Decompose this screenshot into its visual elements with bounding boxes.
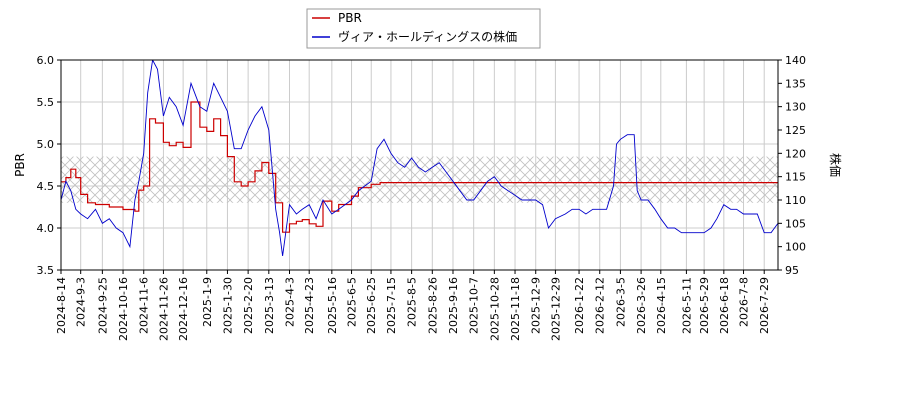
x-tick-label: 2024-9-25 (96, 277, 109, 334)
x-tick-label: 2025-12-29 (549, 277, 562, 341)
x-tick-label: 2026-7-29 (758, 277, 771, 334)
x-tick-label: 2025-8-5 (406, 277, 419, 327)
right-tick-label: 110 (785, 194, 806, 207)
x-tick-label: 2024-11-6 (138, 277, 151, 334)
pbr-average-band (61, 156, 778, 203)
x-tick-label: 2026-6-18 (718, 277, 731, 334)
x-tick-label: 2025-10-28 (488, 277, 501, 341)
x-tick-label: 2026-1-22 (573, 277, 586, 334)
x-tick-label: 2025-3-13 (263, 277, 276, 334)
x-tick-label: 2024-9-3 (75, 277, 88, 327)
x-tick-label: 2026-2-12 (594, 277, 607, 334)
legend-box (306, 8, 541, 49)
x-tick-label: 2025-10-7 (468, 277, 481, 334)
x-axis: 2024-8-14 2024-9-3 2024-9-25 2024-10-16 2024… (55, 270, 771, 341)
x-tick-label: 2025-12-9 (530, 277, 543, 334)
x-tick-label: 2025-6-25 (365, 277, 378, 334)
x-tick-label: 2024-12-16 (177, 277, 190, 341)
left-tick-label: 6.0 (37, 54, 55, 67)
x-tick-label: 2025-8-26 (426, 277, 439, 334)
left-tick-label: 4.5 (37, 180, 55, 193)
x-tick-label: 2024-10-16 (117, 277, 130, 341)
right-tick-label: 115 (785, 171, 806, 184)
plot-frame (60, 59, 779, 271)
right-tick-label: 140 (785, 54, 806, 67)
right-tick-label: 120 (785, 147, 806, 160)
x-tick-label: 2026-5-29 (698, 277, 711, 334)
x-tick-label: 2025-6-5 (346, 277, 359, 327)
right-tick-label: 125 (785, 124, 806, 137)
right-axis-title: 株価 (828, 153, 843, 177)
left-tick-label: 5.5 (37, 96, 55, 109)
x-tick-label: 2026-4-15 (655, 277, 668, 334)
x-tick-label: 2026-3-26 (635, 277, 648, 334)
x-tick-label: 2025-4-23 (303, 277, 316, 334)
x-tick-label: 2024-8-14 (55, 277, 68, 334)
legend-label-pbr: PBR (338, 11, 362, 25)
legend: PBR ヴィア・ホールディングスの株価 (306, 8, 541, 49)
x-tick-label: 2025-4-3 (283, 277, 296, 327)
x-tick-label: 2024-11-26 (157, 277, 170, 341)
pbr-line (61, 101, 778, 233)
right-tick-label: 130 (785, 101, 806, 114)
right-tick-label: 135 (785, 77, 806, 90)
stock-price-line (61, 60, 778, 257)
left-axis: 3.5 4.0 4.5 5.0 5.5 6.0 (37, 54, 61, 277)
series-lines (61, 60, 778, 257)
x-tick-label: 2025-7-15 (385, 277, 398, 334)
x-tick-label: 2025-11-18 (509, 277, 522, 341)
x-tick-label: 2025-1-9 (201, 277, 214, 327)
legend-label-stock: ヴィア・ホールディングスの株価 (338, 29, 517, 44)
x-tick-label: 2025-2-20 (242, 277, 255, 334)
x-tick-label: 2025-5-16 (326, 277, 339, 334)
left-tick-label: 3.5 (37, 264, 55, 277)
right-tick-label: 100 (785, 241, 806, 254)
left-tick-label: 4.0 (37, 222, 55, 235)
x-tick-label: 2025-1-30 (221, 277, 234, 334)
x-tick-label: 2026-5-11 (680, 277, 693, 334)
x-tick-label: 2026-3-5 (614, 277, 627, 327)
left-axis-title: PBR (13, 153, 27, 177)
x-tick-label: 2026-7-8 (738, 277, 751, 327)
x-tick-label: 2025-9-16 (447, 277, 460, 334)
left-tick-label: 5.0 (37, 138, 55, 151)
right-axis: 95 100 105 110 115 120 125 130 135 140 (778, 54, 806, 277)
right-tick-label: 95 (785, 264, 799, 277)
right-tick-label: 105 (785, 217, 806, 230)
